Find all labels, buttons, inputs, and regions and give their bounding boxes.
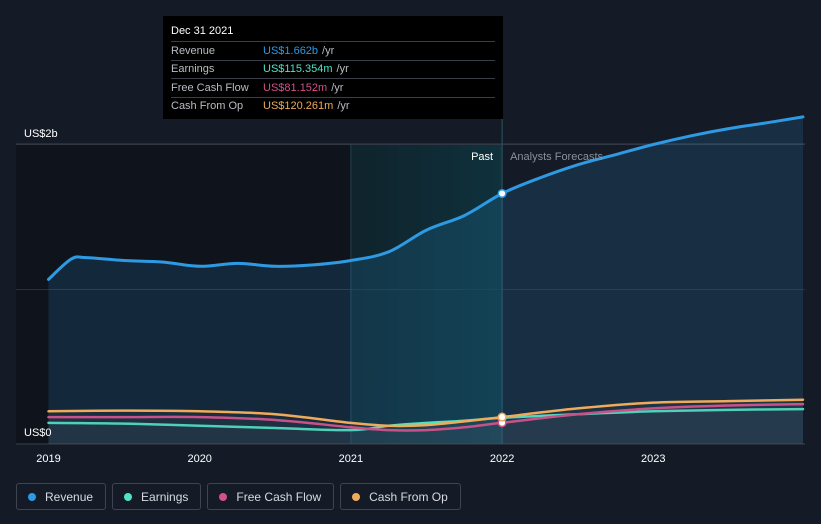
earnings-area	[48, 409, 803, 444]
free-cash-flow-line	[47, 402, 805, 432]
revenue-line	[47, 115, 805, 281]
tooltip-date: Dec 31 2021	[171, 25, 234, 37]
free-cash-flow-area	[48, 404, 803, 444]
revenue-marker	[497, 188, 507, 199]
x-tick-label: 2021	[339, 453, 363, 465]
revenue-dot-icon	[28, 492, 36, 501]
legend-label: Revenue	[45, 489, 94, 504]
tooltip-row-cash-from-op: Cash From Op US$120.261m /yr	[171, 96, 495, 116]
tooltip-row-earnings: Earnings US$115.354m /yr	[171, 59, 495, 79]
tooltip-value: US$120.261m	[263, 100, 334, 113]
cash-from-op-line	[47, 398, 805, 428]
legend-label: Free Cash Flow	[236, 489, 322, 504]
tooltip-label: Free Cash Flow	[171, 81, 249, 94]
tooltip-value: US$1.662b	[263, 44, 319, 57]
tooltip-value: US$115.354m	[263, 63, 333, 76]
tooltip-row-free-cash-flow: Free Cash Flow US$81.152m /yr	[171, 78, 495, 97]
tooltip-label: Cash From Op	[171, 100, 244, 113]
x-tick-label: 2020	[187, 453, 211, 465]
legend-item-earnings[interactable]: Earnings	[112, 483, 202, 510]
tooltip-value: US$81.152m	[263, 81, 328, 94]
tooltip-unit: /yr	[336, 63, 349, 76]
earnings-line	[47, 407, 805, 432]
cash-from-op-marker	[497, 412, 507, 422]
tooltip-label: Revenue	[171, 44, 216, 57]
chart-legend: Revenue Earnings Free Cash Flow Cash Fro…	[16, 483, 461, 510]
tooltip-label: Earnings	[171, 63, 215, 76]
tooltip-row-revenue: Revenue US$1.662b /yr	[171, 41, 495, 60]
past-label: Past	[471, 151, 493, 163]
cash-from-op-dot-icon	[352, 492, 361, 501]
x-tick-label: 2022	[490, 453, 514, 465]
y-tick-label: US$2b	[24, 128, 58, 140]
x-tick-label: 2019	[36, 453, 60, 465]
cash-from-op-area	[48, 399, 803, 444]
revenue-area	[48, 116, 803, 445]
free-cash-flow-dot-icon	[219, 492, 228, 501]
legend-item-revenue[interactable]: Revenue	[16, 483, 107, 510]
y-tick-label: US$0	[24, 427, 52, 439]
data-tooltip: Dec 31 2021 Revenue US$1.662b /yr Earnin…	[163, 16, 503, 119]
tooltip-unit: /yr	[331, 81, 344, 94]
highlight-region	[350, 144, 503, 444]
x-tick-label: 2023	[641, 453, 665, 465]
tooltip-unit: /yr	[337, 100, 350, 113]
tooltip-unit: /yr	[322, 44, 335, 57]
forecast-label: Analysts Forecasts	[510, 151, 603, 163]
legend-label: Earnings	[141, 489, 189, 504]
legend-item-free-cash-flow[interactable]: Free Cash Flow	[207, 483, 335, 510]
legend-item-cash-from-op[interactable]: Cash From Op	[340, 483, 461, 510]
legend-label: Cash From Op	[369, 489, 448, 504]
earnings-dot-icon	[124, 492, 133, 501]
